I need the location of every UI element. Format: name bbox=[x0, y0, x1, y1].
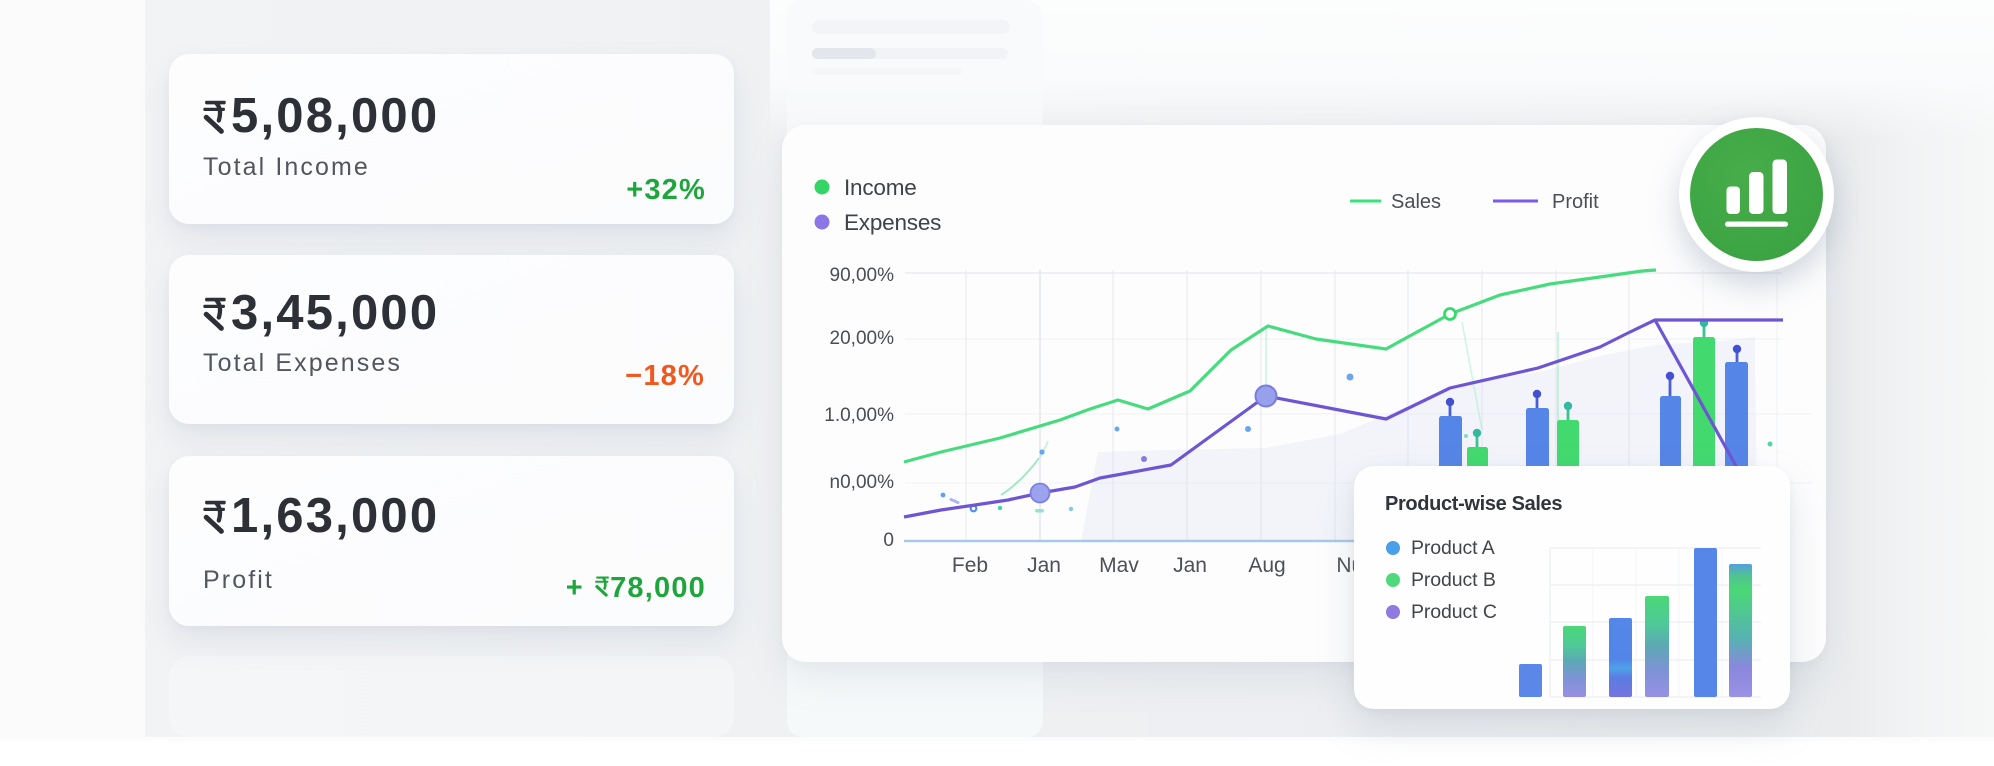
svg-text:1.0,00%: 1.0,00% bbox=[824, 405, 894, 426]
svg-text:Expenses: Expenses bbox=[844, 210, 941, 235]
svg-text:Jan: Jan bbox=[1027, 554, 1061, 577]
svg-text:20,00%: 20,00% bbox=[830, 328, 895, 349]
svg-text:Product C: Product C bbox=[1411, 601, 1497, 623]
svg-text:0: 0 bbox=[883, 530, 894, 551]
svg-text:Feb: Feb bbox=[952, 554, 988, 577]
svg-text:Product-wise Sales: Product-wise Sales bbox=[1385, 493, 1562, 515]
svg-text:Profit: Profit bbox=[1552, 191, 1599, 213]
svg-text:n0,00%: n0,00% bbox=[830, 472, 895, 493]
svg-text:Sales: Sales bbox=[1391, 191, 1441, 213]
svg-text:Product A: Product A bbox=[1411, 537, 1495, 559]
svg-text:Jan: Jan bbox=[1173, 554, 1207, 577]
svg-text:Income: Income bbox=[844, 175, 917, 200]
svg-text:Mav: Mav bbox=[1099, 554, 1139, 577]
svg-text:Aug: Aug bbox=[1248, 554, 1285, 577]
svg-text:90,00%: 90,00% bbox=[830, 265, 895, 286]
svg-text:Product B: Product B bbox=[1411, 569, 1496, 591]
